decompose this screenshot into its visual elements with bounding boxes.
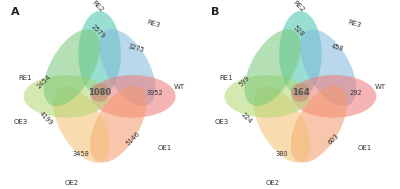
Text: 292: 292 [350, 90, 362, 96]
Text: 528: 528 [292, 25, 305, 38]
Ellipse shape [279, 11, 322, 96]
Text: 3458: 3458 [73, 151, 90, 157]
Ellipse shape [224, 75, 310, 118]
Text: OE1: OE1 [157, 145, 172, 151]
Ellipse shape [99, 29, 156, 106]
Ellipse shape [291, 86, 347, 163]
Text: 164: 164 [292, 88, 309, 97]
Text: OE2: OE2 [65, 180, 79, 186]
Text: 380: 380 [276, 151, 288, 157]
Text: OE3: OE3 [214, 119, 229, 125]
Ellipse shape [291, 75, 376, 118]
Text: WT: WT [374, 84, 386, 90]
Text: RE3: RE3 [146, 19, 161, 29]
Text: 3952: 3952 [147, 90, 164, 96]
Ellipse shape [254, 86, 310, 163]
Text: RE1: RE1 [220, 75, 233, 81]
Ellipse shape [90, 86, 146, 163]
Text: B: B [212, 7, 220, 17]
Text: A: A [11, 7, 19, 17]
Text: 3275: 3275 [128, 43, 146, 53]
Ellipse shape [90, 75, 176, 118]
Text: 2579: 2579 [90, 23, 106, 40]
Text: 1080: 1080 [88, 88, 111, 97]
Text: OE3: OE3 [14, 119, 28, 125]
Ellipse shape [44, 29, 100, 106]
Text: RE2: RE2 [91, 0, 105, 13]
Text: 2454: 2454 [36, 73, 52, 90]
Ellipse shape [24, 75, 109, 118]
Text: OE1: OE1 [358, 145, 372, 151]
Text: RE1: RE1 [19, 75, 32, 81]
Text: 603: 603 [327, 132, 340, 146]
Text: RE3: RE3 [347, 19, 362, 29]
Ellipse shape [300, 29, 356, 106]
Text: OE2: OE2 [266, 180, 280, 186]
Text: 224: 224 [240, 112, 253, 125]
Ellipse shape [244, 29, 301, 106]
Text: 4199: 4199 [38, 111, 54, 127]
Text: WT: WT [174, 84, 185, 90]
Ellipse shape [291, 83, 310, 102]
Text: 5146: 5146 [125, 131, 141, 147]
Ellipse shape [78, 11, 121, 96]
Text: 458: 458 [330, 44, 344, 53]
Text: 599: 599 [238, 75, 251, 88]
Text: RE2: RE2 [292, 0, 306, 13]
Ellipse shape [90, 83, 109, 102]
Ellipse shape [53, 86, 109, 163]
